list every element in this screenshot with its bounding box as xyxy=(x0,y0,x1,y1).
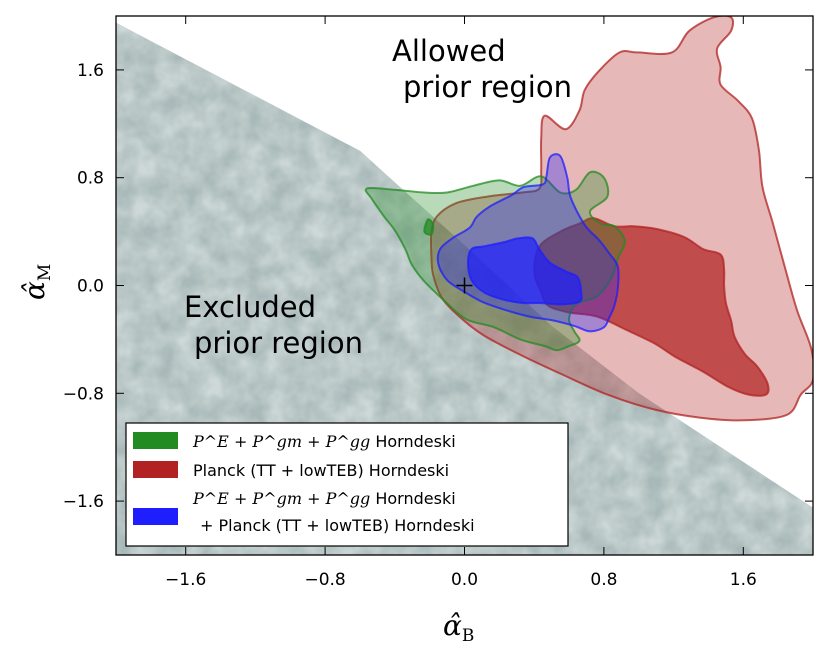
legend-swatch-blue xyxy=(133,508,178,525)
allowed-annotation-line2: prior region xyxy=(403,70,572,104)
series-2 xyxy=(436,153,620,333)
legend-swatch-green xyxy=(133,432,178,449)
x-tick-label: 0.0 xyxy=(451,570,478,590)
legend-label-blue-line2: + Planck (TT + lowTEB) Horndeski xyxy=(200,516,475,535)
contour-2-68pct xyxy=(466,236,583,306)
legend-swatch-red xyxy=(133,461,178,478)
legend-label-blue-line1: P^E + P^gm + P^gg Horndeski xyxy=(192,489,456,508)
y-axis-label-symbol: α̂ xyxy=(18,281,51,300)
excluded-annotation-line2: prior region xyxy=(194,326,363,360)
contour-1-68pct xyxy=(423,218,435,236)
y-axis-label: α̂M xyxy=(18,264,55,300)
axis-ticks: −1.6 −0.8 0.0 0.8 1.6 −1.6 −0.8 0.0 0.8 1.6 xyxy=(63,16,813,590)
x-axis-label-sub: B xyxy=(462,626,475,646)
y-axis-label-sub: M xyxy=(35,264,55,281)
legend-label-green-math: P^E + P^gm + P^gg xyxy=(192,432,370,451)
allowed-annotation-line1: Allowed xyxy=(392,34,506,68)
x-tick-label: 0.8 xyxy=(590,570,617,590)
x-tick-label: 1.6 xyxy=(730,570,757,590)
y-tick-label: 1.6 xyxy=(77,61,104,81)
contour-layers xyxy=(364,16,813,422)
x-axis-label: α̂B xyxy=(443,609,474,646)
y-tick-label: 0.8 xyxy=(77,169,104,189)
legend-label-blue-math: P^E + P^gm + P^gg xyxy=(192,489,370,508)
legend-label-red: Planck (TT + lowTEB) Horndeski xyxy=(193,461,449,480)
x-tick-label: −1.6 xyxy=(165,570,206,590)
legend: P^E + P^gm + P^gg Horndeski Planck (TT +… xyxy=(125,422,569,547)
excluded-annotation-line1: Excluded xyxy=(184,290,316,324)
legend-label-blue-tail: Horndeski xyxy=(375,489,455,508)
x-axis-label-symbol: α̂ xyxy=(443,609,462,642)
y-tick-label: −1.6 xyxy=(63,492,104,512)
legend-label-green: P^E + P^gm + P^gg Horndeski xyxy=(192,432,456,451)
legend-box xyxy=(125,422,569,547)
legend-label-green-tail: Horndeski xyxy=(375,432,455,451)
x-tick-label: −0.8 xyxy=(304,570,345,590)
y-tick-label: 0.0 xyxy=(77,277,104,297)
y-tick-label: −0.8 xyxy=(63,384,104,404)
contour-0-68pct xyxy=(533,217,770,397)
fiducial-marker xyxy=(456,277,473,294)
